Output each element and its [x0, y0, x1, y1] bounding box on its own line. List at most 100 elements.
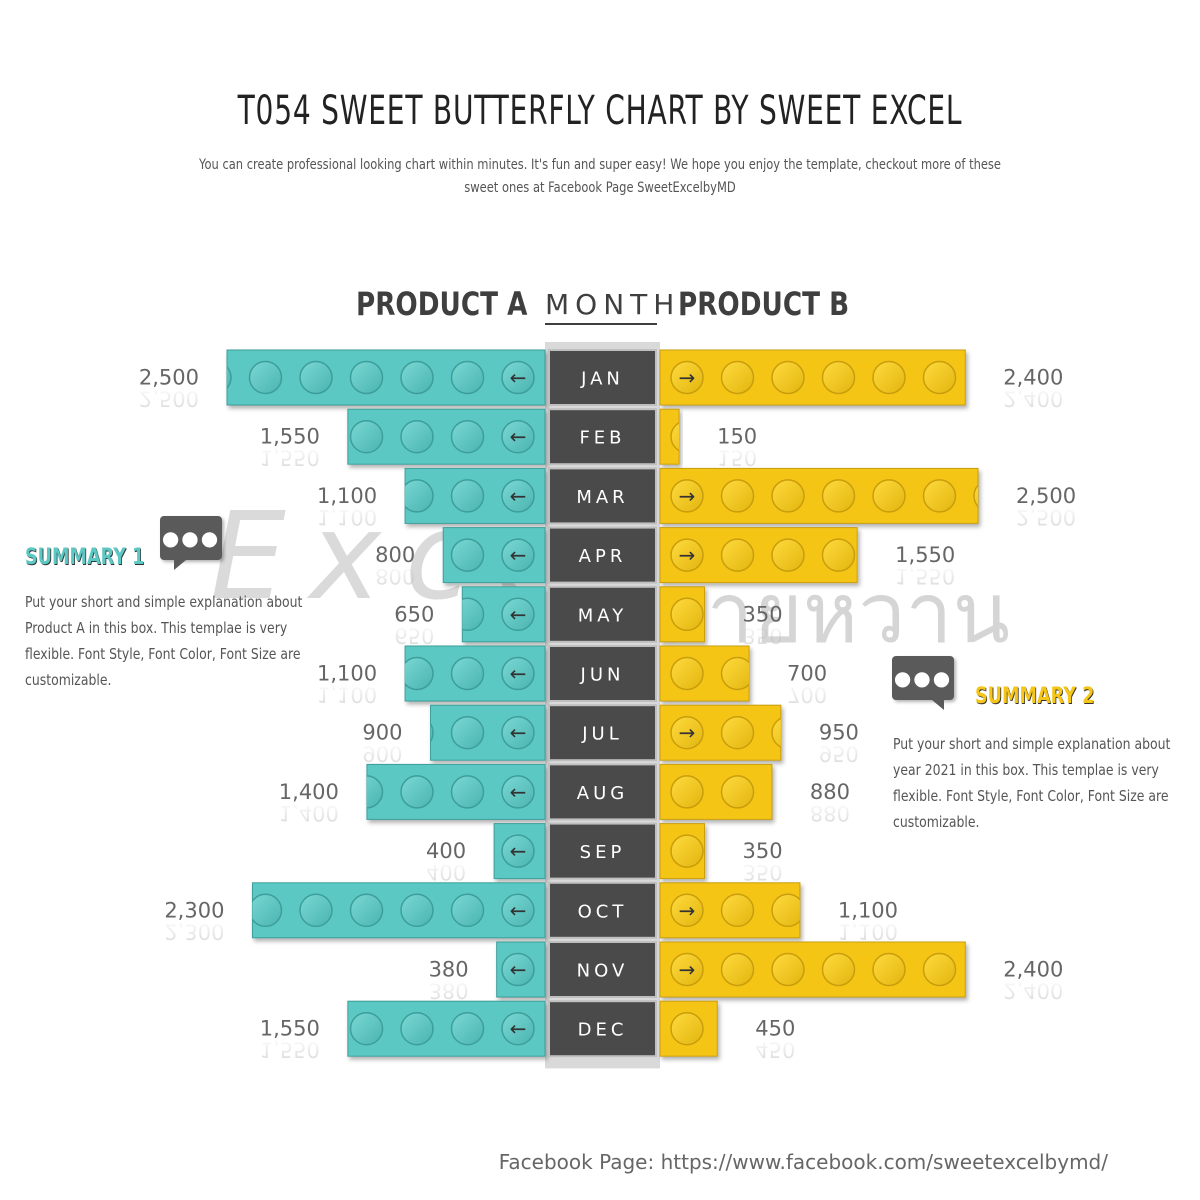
stud-icon	[771, 538, 805, 572]
month-box	[548, 408, 657, 466]
value-label-a-reflection: 400	[426, 860, 466, 884]
stud-icon	[501, 656, 535, 691]
stud-icon	[450, 715, 485, 750]
series-b-header: PRODUCT B	[678, 285, 850, 323]
month-box	[548, 645, 657, 702]
month-box	[548, 1000, 657, 1058]
stud-icon	[771, 479, 805, 513]
stud-icon	[771, 952, 805, 987]
bar-product-a: ←	[347, 1000, 546, 1057]
stud-icon	[501, 952, 535, 987]
footer-link[interactable]: Facebook Page: https://www.facebook.com/…	[498, 1150, 1108, 1174]
stud-icon	[349, 360, 384, 395]
bar-product-a: ←	[366, 763, 546, 820]
stud-icon	[349, 1011, 384, 1046]
month-box	[548, 763, 657, 821]
stud-icon	[670, 952, 704, 987]
arrow-right-icon: →	[679, 484, 696, 508]
stud-icon	[922, 952, 957, 987]
value-label-b-reflection: 700	[787, 683, 827, 707]
stud-icon	[720, 893, 755, 928]
month-label: OCT	[578, 901, 628, 922]
stud-icon	[720, 479, 755, 513]
bar-product-a: ←	[226, 349, 546, 406]
bar-product-a: ←	[430, 704, 546, 761]
bar-product-b: →	[659, 941, 966, 998]
arrow-right-icon: →	[679, 366, 696, 390]
stud-icon	[872, 952, 906, 987]
stud-icon	[670, 597, 704, 632]
stud-icon	[501, 715, 535, 750]
series-a-header: PRODUCT A	[356, 285, 528, 323]
page-subtitle: You can create professional looking char…	[199, 157, 1001, 196]
stud-icon	[670, 421, 680, 452]
value-label-a-reflection: 650	[394, 623, 434, 647]
month-box	[548, 941, 657, 998]
stud-icon	[349, 893, 384, 928]
bar-product-b	[659, 586, 706, 643]
arrow-left-icon: ←	[510, 366, 527, 390]
bar-product-b	[659, 1000, 718, 1057]
value-label-a: 650	[394, 602, 434, 626]
stud-icon	[450, 479, 485, 513]
bar-product-b: →	[659, 467, 979, 524]
summary2-title: SUMMARY 2	[975, 684, 1095, 709]
summary1-text: Put your short and simple explanation ab…	[25, 593, 303, 689]
stud-icon	[462, 597, 485, 632]
bar-a-body	[251, 882, 546, 939]
value-label-b-reflection: 950	[819, 742, 859, 766]
stud-icon	[450, 360, 485, 395]
bar-product-a: ←	[251, 882, 546, 939]
stud-icon	[670, 360, 704, 395]
stud-icon	[771, 360, 805, 395]
stud-icon	[248, 360, 283, 395]
stud-icon	[872, 360, 906, 395]
arrow-left-icon: ←	[510, 780, 527, 804]
stud-icon	[405, 656, 434, 691]
stud-icon	[670, 1011, 704, 1046]
stud-icon	[821, 360, 856, 395]
stud-icon	[922, 360, 957, 395]
value-label-a: 900	[362, 721, 402, 745]
month-label: AUG	[577, 783, 628, 804]
stud-icon	[450, 775, 485, 809]
value-label-b: 350	[743, 602, 783, 626]
arrow-left-icon: ←	[510, 898, 527, 922]
month-box	[548, 526, 657, 584]
stud-icon	[227, 365, 232, 390]
month-box	[548, 881, 657, 939]
value-label-a: 2,500	[139, 366, 199, 390]
value-label-b: 450	[755, 1017, 795, 1041]
value-label-a: 1,100	[317, 662, 377, 686]
stud-icon	[670, 479, 704, 513]
bar-product-b	[659, 645, 750, 702]
stud-icon	[450, 893, 485, 928]
bar-b-body	[659, 349, 966, 406]
bar-product-b	[659, 408, 680, 465]
arrow-right-icon: →	[679, 721, 696, 745]
stud-icon	[501, 893, 535, 928]
value-label-a: 1,100	[317, 484, 377, 508]
bar-product-a: ←	[404, 645, 546, 702]
stud-icon	[670, 538, 704, 572]
stud-icon	[400, 893, 434, 928]
value-label-b: 150	[717, 425, 757, 449]
value-label-b-reflection: 880	[810, 801, 850, 825]
stud-icon	[821, 479, 856, 513]
value-label-b-reflection: 2,500	[1016, 505, 1076, 529]
bar-product-a: ←	[442, 527, 546, 584]
value-label-b: 2,400	[1003, 366, 1063, 390]
arrow-right-icon: →	[679, 898, 696, 922]
arrow-left-icon: ←	[510, 958, 527, 982]
chat-bubble-icon: ●●●	[892, 656, 954, 710]
bar-product-b: →	[659, 704, 782, 761]
value-label-a-reflection: 1,400	[279, 801, 339, 825]
stud-icon	[501, 479, 535, 513]
month-label: JAN	[580, 369, 624, 390]
bar-product-a: ←	[347, 408, 546, 465]
stud-icon	[670, 656, 704, 691]
month-label: JUN	[580, 665, 625, 686]
arrow-left-icon: ←	[510, 721, 527, 745]
arrow-left-icon: ←	[510, 425, 527, 449]
